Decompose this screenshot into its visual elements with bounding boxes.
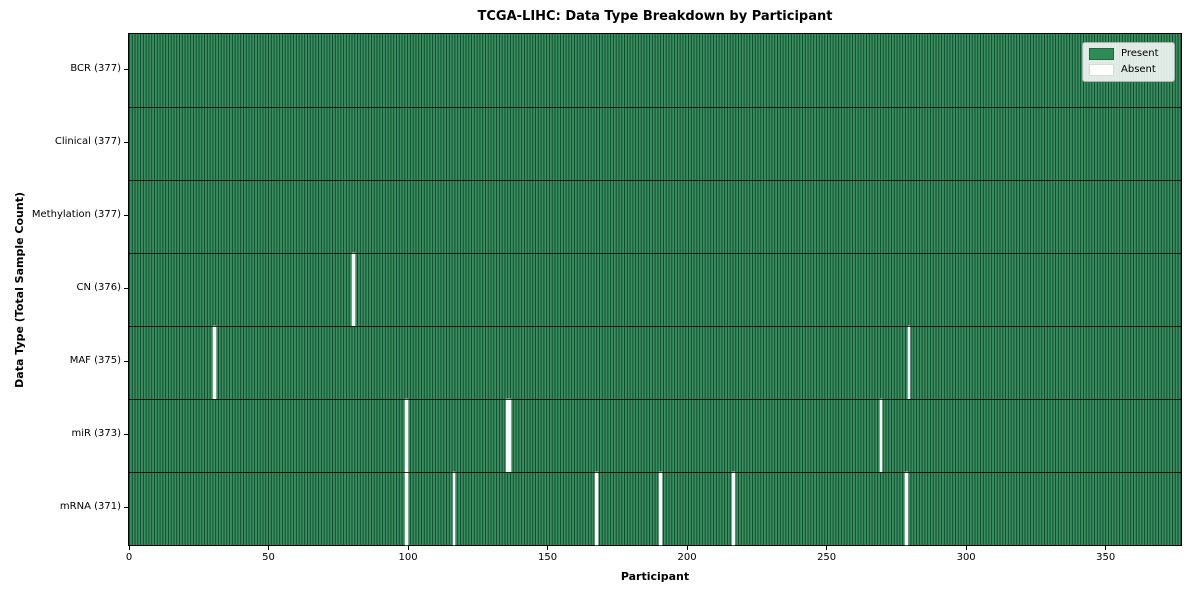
x-tick-label: 100 xyxy=(398,552,418,563)
legend-item-present: Present xyxy=(1089,48,1167,60)
chart-title: TCGA-LIHC: Data Type Breakdown by Partic… xyxy=(477,9,833,24)
y-tick xyxy=(124,69,128,70)
legend-item-absent: Absent xyxy=(1089,64,1167,76)
plot-area xyxy=(128,33,1182,546)
x-tick xyxy=(128,546,130,550)
heatmap-row-cn xyxy=(129,253,1181,326)
absent-gap xyxy=(452,472,456,545)
x-tick-label: 350 xyxy=(1096,552,1116,563)
x-tick-label: 0 xyxy=(125,552,133,563)
x-tick-label: 250 xyxy=(817,552,837,563)
y-tick xyxy=(124,142,128,143)
absent-gap xyxy=(879,399,883,472)
y-tick-label: CN (376) xyxy=(76,282,121,293)
heatmap-row-bcr xyxy=(129,34,1181,107)
heatmap-row-maf xyxy=(129,326,1181,399)
x-tick xyxy=(407,546,409,550)
absent-gap xyxy=(212,326,216,399)
legend: Present Absent xyxy=(1082,42,1175,82)
y-tick xyxy=(124,507,128,508)
row-separator xyxy=(129,106,1181,108)
absent-gap xyxy=(659,472,662,545)
x-tick-label: 300 xyxy=(956,552,976,563)
x-tick xyxy=(826,546,828,550)
y-tick-label: MAF (375) xyxy=(69,355,121,366)
row-separator xyxy=(129,398,1181,400)
heatmap-row-mir xyxy=(129,399,1181,472)
absent-gap xyxy=(731,472,735,545)
legend-absent-label: Absent xyxy=(1121,64,1156,75)
legend-absent-swatch-icon xyxy=(1089,64,1114,76)
y-tick xyxy=(124,215,128,216)
y-tick-label: Clinical (377) xyxy=(54,136,121,147)
y-tick-label: mRNA (371) xyxy=(59,501,121,512)
absent-gap xyxy=(505,399,509,472)
row-separator xyxy=(129,471,1181,473)
heatmap-row-clinical xyxy=(129,107,1181,180)
legend-present-label: Present xyxy=(1121,48,1159,59)
x-tick-label: 150 xyxy=(538,552,558,563)
row-separator xyxy=(129,252,1181,254)
x-tick xyxy=(965,546,967,550)
y-tick xyxy=(124,434,128,435)
absent-gap xyxy=(907,326,911,399)
absent-gap xyxy=(595,472,598,545)
x-tick-label: 200 xyxy=(677,552,697,563)
x-tick xyxy=(686,546,688,550)
row-separator xyxy=(129,325,1181,327)
row-separator xyxy=(129,179,1181,181)
absent-gap xyxy=(405,399,409,472)
x-tick-label: 50 xyxy=(262,552,275,563)
absent-gap xyxy=(904,472,908,545)
y-tick-label: BCR (377) xyxy=(70,63,121,74)
y-tick xyxy=(124,361,128,362)
y-tick-label: Methylation (377) xyxy=(31,209,121,220)
y-tick xyxy=(124,288,128,289)
absent-gap xyxy=(508,399,512,472)
heatmap-row-methylation xyxy=(129,180,1181,253)
absent-gap xyxy=(352,253,356,326)
legend-present-swatch-icon xyxy=(1089,48,1114,60)
x-tick xyxy=(547,546,549,550)
heatmap-row-mrna xyxy=(129,472,1181,545)
x-axis-label: Participant xyxy=(620,570,690,583)
absent-gap xyxy=(405,472,409,545)
x-tick xyxy=(1105,546,1107,550)
x-tick xyxy=(268,546,270,550)
y-tick-label: miR (373) xyxy=(71,428,121,439)
